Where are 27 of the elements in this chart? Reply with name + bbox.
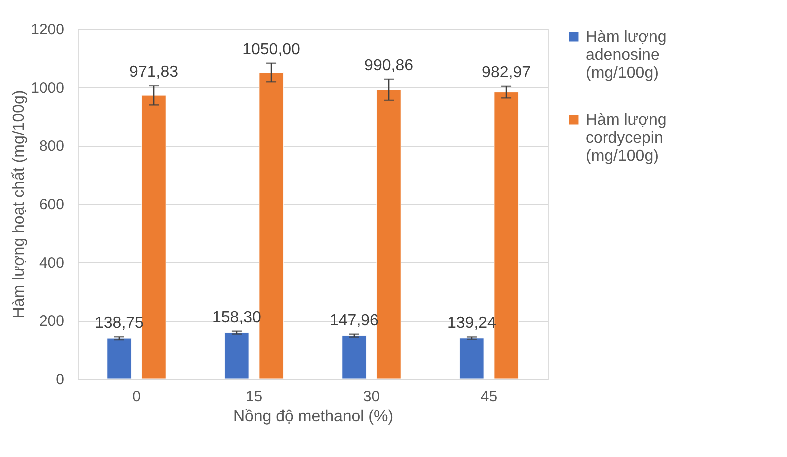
x-axis-title: Nồng độ methanol (%) [233, 408, 394, 426]
bar [107, 338, 132, 380]
data-label: 982,97 [482, 64, 532, 82]
bar [342, 336, 367, 380]
bar [460, 338, 484, 380]
legend-label: Hàm lượng cordycepin (mg/100g) [586, 112, 667, 165]
y-tick-label: 800 [39, 138, 64, 156]
y-tick-label: 200 [39, 313, 64, 330]
y-tick-label: 0 [56, 372, 64, 388]
x-tick-label: 0 [132, 388, 141, 406]
y-axis-title: Hàm lượng hoạt chất (mg/100g) [11, 90, 28, 319]
y-tick-label: 1000 [31, 80, 64, 97]
bar [142, 95, 166, 380]
bar [376, 90, 402, 380]
bar [494, 92, 519, 380]
y-tick-label: 600 [39, 196, 64, 214]
data-label: 1050,00 [242, 41, 301, 58]
y-tick-label: 1200 [31, 22, 64, 38]
legend-label: Hàm lượng adenosine (mg/100g) [586, 29, 667, 82]
data-label: 990,86 [364, 58, 414, 74]
x-tick-label: 45 [480, 388, 498, 406]
y-tick-label: 400 [39, 254, 64, 272]
bar [259, 72, 284, 380]
x-tick-label: 15 [246, 388, 263, 406]
x-tick-label: 30 [363, 388, 380, 406]
data-label: 971,83 [130, 64, 179, 81]
bar [224, 332, 250, 380]
